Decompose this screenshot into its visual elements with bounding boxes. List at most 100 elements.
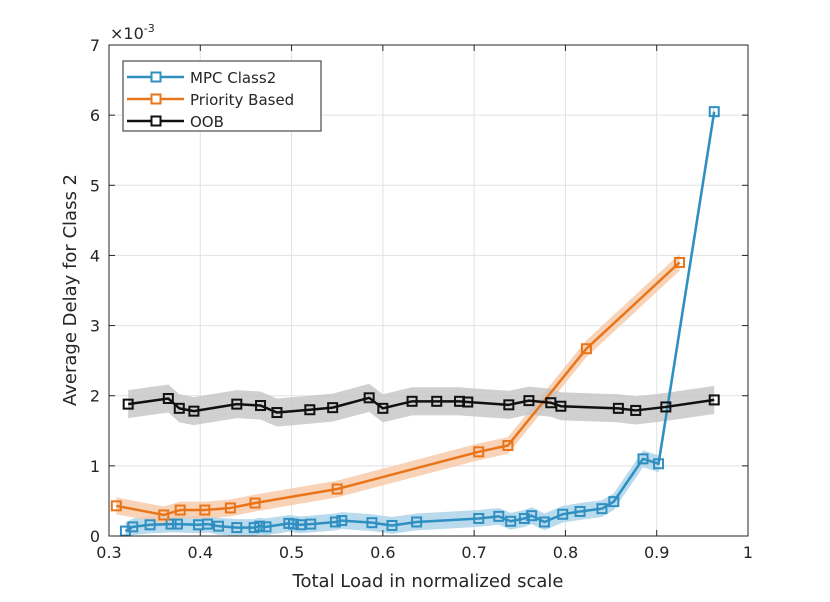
mpc-class2-point [171, 518, 183, 530]
mpc-class2-point [287, 518, 299, 530]
oob-point [363, 392, 375, 404]
plot-frame [108, 44, 749, 537]
y-tick-label: 0 [90, 527, 100, 546]
mpc-class2-point [637, 453, 649, 465]
y-axis-label: Average Delay for Class 2 [60, 174, 81, 406]
y-tick-label: 7 [90, 36, 100, 55]
priority-based-point [473, 446, 485, 458]
mpc-class2-point [165, 518, 177, 530]
mpc-class2-point [254, 520, 266, 532]
oob-point [523, 395, 535, 407]
mpc-class2-point [526, 510, 538, 522]
oob-point [406, 395, 418, 407]
confidence-bands [116, 103, 715, 537]
x-tick-label: 0.9 [644, 543, 669, 562]
oob-band [128, 383, 715, 427]
mpc-class2-point [708, 106, 720, 118]
mpc-class2-point [608, 496, 620, 508]
mpc-class2-point [144, 519, 156, 531]
priority-based-point [580, 343, 592, 355]
mpc-class2-point [336, 515, 348, 527]
priority-based-point [158, 509, 170, 521]
legend-priority-based-label: Priority Based [190, 91, 294, 109]
oob-line [127, 396, 715, 414]
priority-based-point [249, 497, 261, 509]
mpc-class2-point [473, 512, 485, 524]
x-tick-label: 0.8 [553, 543, 578, 562]
exponent-label: ×10-3 [110, 22, 155, 43]
y-tick-label: 1 [90, 457, 100, 476]
mpc-class2-point [493, 510, 505, 522]
priority-based-point [110, 500, 122, 512]
series-markers [110, 106, 720, 537]
priority-based-point [224, 502, 236, 514]
x-tick-label: 0.7 [461, 543, 486, 562]
oob-point [545, 397, 557, 409]
oob-point [555, 400, 567, 412]
mpc-class2-point [505, 515, 517, 527]
mpc-class2-point [127, 521, 139, 533]
legend: MPC Class2 Priority Based OOB [122, 60, 322, 132]
mpc-class2-point [260, 521, 272, 533]
legend-mpc-class2-label: MPC Class2 [190, 69, 276, 87]
priority-based-point [331, 483, 343, 495]
mpc-class2-point [295, 519, 307, 531]
mpc-class2-point [202, 518, 214, 530]
x-tick-labels: 0.3 0.4 0.5 0.6 0.7 0.8 0.9 1 [96, 543, 753, 562]
y-tick-labels: 0 1 2 3 4 5 6 7 [90, 36, 100, 546]
x-tick-label: 1 [743, 543, 753, 562]
oob-point [630, 404, 642, 416]
mpc-class2-point [305, 518, 317, 530]
oob-point [255, 400, 267, 412]
oob-point [271, 407, 283, 419]
mpc-class2-point [557, 508, 569, 520]
oob-point [503, 399, 515, 411]
legend-mpc-class2-marker [150, 71, 162, 83]
mpc-class2-point [366, 517, 378, 529]
y-tick-label: 3 [90, 317, 100, 336]
mpc-class2-point [596, 503, 608, 515]
x-axis-label: Total Load in normalized scale [292, 571, 564, 592]
x-tick-label: 0.4 [188, 543, 213, 562]
y-tick-label: 2 [90, 387, 100, 406]
x-tick-label: 0.6 [370, 543, 395, 562]
priority-based-band [116, 254, 680, 524]
mpc-class2-point [518, 512, 530, 524]
legend-priority-based-marker [150, 93, 162, 105]
oob-point [612, 402, 624, 414]
y-tick-label: 5 [90, 176, 100, 195]
priority-based-point [174, 504, 186, 516]
axis-ticks [108, 44, 749, 537]
exponent-base: ×10 [110, 24, 144, 43]
oob-point [708, 394, 720, 406]
priority-based-point [502, 440, 514, 452]
oob-point [304, 404, 316, 416]
legend-oob-label: OOB [190, 113, 224, 131]
x-tick-label: 0.5 [279, 543, 304, 562]
oob-point [162, 393, 174, 405]
oob-point [122, 398, 134, 410]
x-tick-label: 0.3 [96, 543, 121, 562]
mpc-class2-point [386, 519, 398, 531]
mpc-class2-point [231, 522, 243, 534]
oob-point [377, 402, 389, 414]
mpc-class2-point [574, 505, 586, 517]
priority-based-point [674, 256, 686, 268]
priority-based-point [199, 504, 211, 516]
legend-oob-marker [150, 115, 162, 127]
oob-point [660, 401, 672, 413]
oob-point [327, 402, 339, 414]
oob-point [431, 395, 443, 407]
y-tick-label: 6 [90, 106, 100, 125]
oob-point [231, 398, 243, 410]
mpc-class2-point [329, 516, 341, 528]
y-tick-label: 4 [90, 246, 100, 265]
mpc-class2-point [411, 516, 423, 528]
oob-point [188, 405, 200, 417]
exponent-power: -3 [144, 22, 155, 35]
oob-point [173, 402, 185, 414]
mpc-class2-point [213, 520, 225, 532]
mpc-class2-point [538, 516, 550, 528]
mpc-class2-point [653, 458, 665, 470]
